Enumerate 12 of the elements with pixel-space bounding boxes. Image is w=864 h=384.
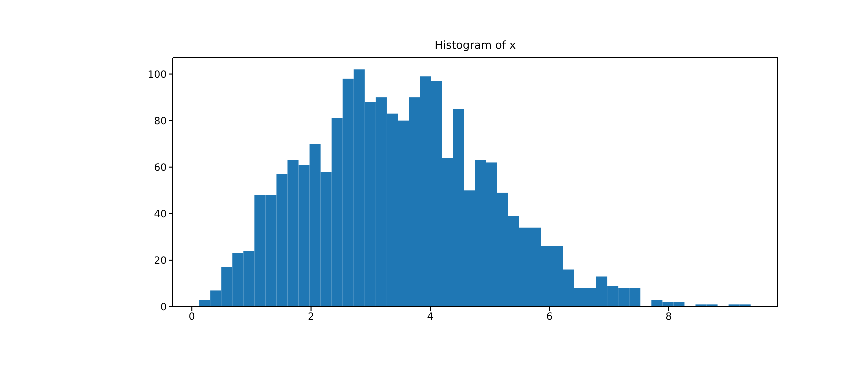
y-tick-label: 60 [154,162,167,174]
chart-title: Histogram of x [434,39,517,52]
x-tick-label: 2 [308,312,314,324]
x-tick-label: 8 [666,312,672,324]
x-tick-label: 0 [188,312,196,324]
y-tick-label: 40 [154,209,167,220]
y-tick-label: 100 [148,70,167,81]
y-tick-label: 0 [160,302,167,314]
y-tick-label: 20 [154,256,167,268]
x-tick-label: 4 [427,312,434,324]
x-tick-label: 6 [546,312,553,324]
y-tick-label: 80 [154,116,167,128]
